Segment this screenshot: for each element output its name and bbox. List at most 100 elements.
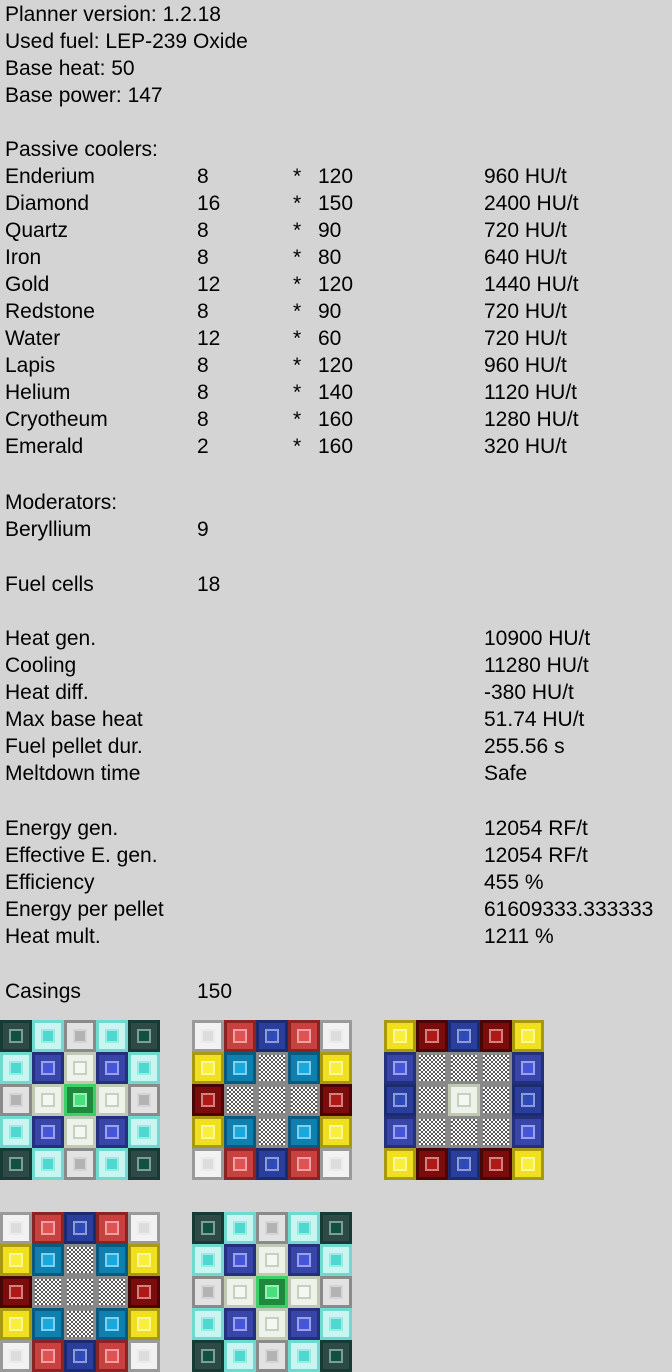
gold-cooler-block [0,1244,32,1276]
cooler-row: Diamond 16 * 150 2400 HU/t [5,190,672,217]
redstone-cooler-block [224,1148,256,1180]
multiply-sign: * [293,192,302,215]
multiply-sign: * [293,381,302,404]
cooler-rate: 150 [318,192,354,215]
cooler-rate: 120 [318,273,354,296]
helium-cooler-block [32,1244,64,1276]
reactor-layer-5 [192,1212,352,1372]
cooler-total: 1440 HU/t [484,273,579,296]
reactor-layer-4 [0,1212,160,1372]
cooler-row: Iron 8 * 80 640 HU/t [5,244,672,271]
cooler-count: 8 [197,165,209,188]
heat-stat-value: 10900 HU/t [484,627,591,650]
beryllium-moderator-block [96,1084,128,1116]
fuel-cells-label: Fuel cells [5,573,94,596]
helium-cooler-block [96,1308,128,1340]
heat-stat-label: Meltdown time [5,762,141,785]
water-cooler-block [384,1084,416,1116]
diamond-cooler-block [320,1244,352,1276]
quartz-cooler-block [128,1212,160,1244]
diamond-cooler-block [0,1116,32,1148]
diamond-cooler-block [128,1052,160,1084]
beryllium-moderator-block [64,1052,96,1084]
cooler-name: Enderium [5,165,95,188]
enderium-cooler-block [0,1020,32,1052]
cooler-total: 320 HU/t [484,435,567,458]
beryllium-moderator-block [288,1276,320,1308]
moderator-row: Beryllium 9 [5,516,672,543]
fuel-cell-block [480,1116,512,1148]
water-cooler-block [256,1020,288,1052]
cooler-name: Iron [5,246,42,269]
gold-cooler-block [192,1116,224,1148]
heat-stat-label: Heat diff. [5,681,89,704]
cooler-count: 2 [197,435,209,458]
cooler-row: Lapis 8 * 120 960 HU/t [5,352,672,379]
beryllium-moderator-block [448,1084,480,1116]
gold-cooler-block [128,1244,160,1276]
lapis-cooler-block [288,1244,320,1276]
water-cooler-block [512,1084,544,1116]
cooler-rate: 90 [318,300,342,323]
quartz-cooler-block [192,1148,224,1180]
redstone-cooler-block [224,1020,256,1052]
heat-row: Cooling 11280 HU/t [5,652,672,679]
energy-stat-label: Efficiency [5,871,95,894]
fuel-cell-block [64,1308,96,1340]
helium-cooler-block [224,1052,256,1084]
gold-cooler-block [512,1020,544,1052]
heat-stat-value: -380 HU/t [484,681,574,704]
cooler-name: Lapis [5,354,56,377]
diamond-cooler-block [192,1308,224,1340]
fuel-cell-block [256,1084,288,1116]
energy-stat-value: 455 % [484,871,544,894]
lapis-cooler-block [32,1116,64,1148]
energy-stat-label: Energy per pellet [5,898,164,921]
energy-stat-value: 1211 % [484,925,554,948]
energy-row: Efficiency 455 % [5,869,672,896]
cooler-rate: 60 [318,327,342,350]
beryllium-moderator-block [256,1244,288,1276]
heat-stat-label: Fuel pellet dur. [5,735,143,758]
fuel-cell-block [32,1276,64,1308]
cooler-rate: 90 [318,219,342,242]
gold-cooler-block [192,1052,224,1084]
multiply-sign: * [293,300,302,323]
cooler-rate: 160 [318,408,354,431]
redstone-cooler-block [288,1020,320,1052]
moderator-name: Beryllium [5,518,92,541]
gold-cooler-block [128,1308,160,1340]
diamond-cooler-block [192,1244,224,1276]
cooler-total: 2400 HU/t [484,192,579,215]
quartz-cooler-block [0,1340,32,1372]
cooler-count: 8 [197,246,209,269]
heat-stat-value: Safe [484,762,528,785]
energy-stat-label: Energy gen. [5,817,119,840]
diamond-cooler-block [288,1340,320,1372]
lapis-cooler-block [224,1244,256,1276]
quartz-cooler-block [192,1020,224,1052]
iron-cooler-block [192,1276,224,1308]
water-cooler-block [448,1020,480,1052]
cooler-count: 12 [197,327,221,350]
diamond-cooler-block [224,1340,256,1372]
cooler-name: Diamond [5,192,90,215]
cooler-count: 8 [197,408,209,431]
beryllium-moderator-block [32,1084,64,1116]
multiply-sign: * [293,165,302,188]
diamond-cooler-block [224,1212,256,1244]
iron-cooler-block [256,1340,288,1372]
moderator-count: 9 [197,518,209,541]
multiply-sign: * [293,408,302,431]
cryotheum-cooler-block [192,1084,224,1116]
cooler-name: Quartz [5,219,69,242]
enderium-cooler-block [192,1340,224,1372]
cryotheum-cooler-block [128,1276,160,1308]
cooler-total: 720 HU/t [484,300,567,323]
cooler-name: Water [5,327,61,350]
multiply-sign: * [293,219,302,242]
iron-cooler-block [128,1084,160,1116]
helium-cooler-block [224,1116,256,1148]
cooler-name: Emerald [5,435,84,458]
heat-stat-value: 255.56 s [484,735,565,758]
